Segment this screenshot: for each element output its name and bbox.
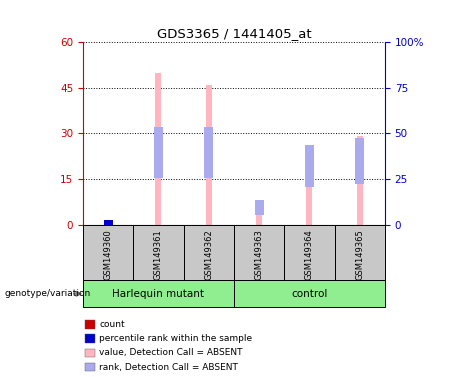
Text: GSM149365: GSM149365 (355, 229, 364, 280)
Bar (305, 145, 314, 187)
Bar (254, 200, 264, 215)
Bar (133, 225, 183, 280)
Bar (355, 177, 364, 181)
Text: GSM149363: GSM149363 (254, 229, 264, 280)
Bar (183, 225, 234, 280)
Text: control: control (291, 289, 328, 299)
Text: GSM149360: GSM149360 (104, 229, 112, 280)
Text: Harlequin mutant: Harlequin mutant (112, 289, 205, 299)
Bar (206, 85, 212, 225)
Title: GDS3365 / 1441405_at: GDS3365 / 1441405_at (157, 26, 311, 40)
Bar (83, 280, 234, 307)
Bar (357, 136, 363, 225)
Bar (204, 172, 213, 175)
Text: count: count (99, 320, 125, 329)
Bar (335, 225, 385, 280)
Bar (284, 225, 335, 280)
Bar (355, 138, 364, 184)
Bar (305, 181, 314, 185)
Bar (234, 280, 385, 307)
Text: genotype/variation: genotype/variation (5, 289, 91, 298)
Text: GSM149364: GSM149364 (305, 229, 314, 280)
Bar (83, 225, 133, 280)
Bar (307, 164, 313, 225)
Bar (234, 225, 284, 280)
Text: GSM149361: GSM149361 (154, 229, 163, 280)
Text: GSM149362: GSM149362 (204, 229, 213, 280)
Bar (154, 127, 163, 178)
Bar (104, 220, 112, 225)
Bar (254, 208, 264, 212)
Bar (204, 127, 213, 178)
Text: percentile rank within the sample: percentile rank within the sample (99, 334, 252, 343)
Bar (155, 73, 161, 225)
Bar (256, 209, 262, 225)
Bar (154, 172, 163, 175)
Text: rank, Detection Call = ABSENT: rank, Detection Call = ABSENT (99, 362, 238, 372)
Text: value, Detection Call = ABSENT: value, Detection Call = ABSENT (99, 348, 242, 358)
